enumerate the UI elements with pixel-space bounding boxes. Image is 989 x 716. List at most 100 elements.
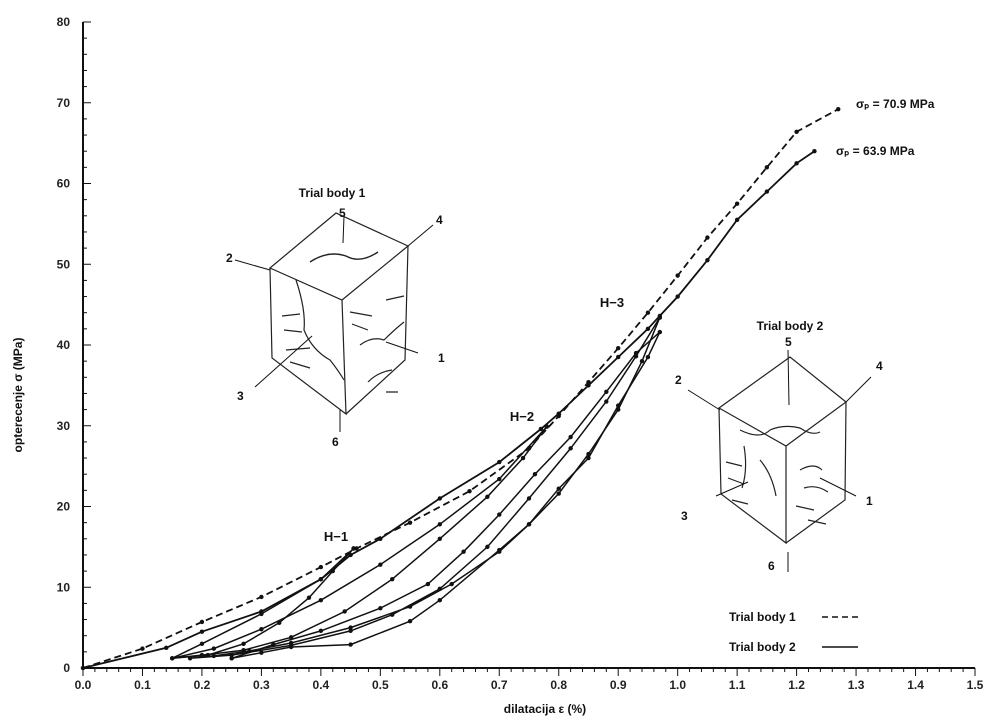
- loop-point: [645, 354, 651, 360]
- series-point-trial-1: [140, 646, 145, 651]
- x-tick-label: 0.6: [431, 678, 448, 692]
- y-tick-label: 80: [57, 15, 71, 29]
- series-point-trial-2: [378, 536, 383, 541]
- loop-point: [211, 646, 217, 651]
- series-point-trial-1: [836, 107, 841, 112]
- loop-point: [378, 562, 383, 567]
- loop-point: [318, 597, 324, 603]
- loop-point: [461, 549, 466, 554]
- series-point-trial-2: [794, 161, 799, 166]
- trial-body-1-label-5: 5: [339, 206, 346, 220]
- trial-body-2-label-4: 4: [876, 359, 883, 373]
- hysteresis-loop-h-3: [189, 317, 661, 660]
- series-point-trial-2: [259, 609, 264, 614]
- trial-body-1-label-1: 1: [438, 351, 445, 365]
- legend-label-trial-2: Trial body 2: [729, 640, 796, 654]
- loop-point: [586, 455, 591, 461]
- x-tick-label: 0.7: [491, 678, 508, 692]
- series-point-trial-2: [437, 496, 442, 501]
- loop-point: [199, 652, 205, 658]
- loop-point: [425, 581, 431, 587]
- x-tick-label: 0.1: [134, 678, 151, 692]
- series-point-trial-1: [199, 619, 205, 625]
- loop-point: [485, 494, 490, 500]
- loop-point: [170, 656, 175, 661]
- loop-point: [437, 536, 442, 541]
- y-tick-label: 0: [63, 661, 70, 675]
- loop-point: [390, 612, 395, 617]
- y-tick-label: 20: [57, 500, 71, 514]
- x-tick-label: 1.5: [967, 678, 984, 692]
- x-tick-label: 1.3: [848, 678, 865, 692]
- y-tick-label: 30: [57, 419, 71, 433]
- x-tick-label: 1.2: [788, 678, 805, 692]
- trial-body-2-title: Trial body 2: [757, 319, 824, 333]
- loop-point: [211, 653, 217, 659]
- trial-body-2-label-3: 3: [681, 509, 688, 523]
- series-point-trial-2: [164, 645, 169, 651]
- loop-point: [526, 522, 532, 527]
- hysteresis-label-h1: H−1: [324, 529, 348, 544]
- x-tick-label: 0.0: [75, 678, 92, 692]
- loop-point: [407, 604, 413, 609]
- axes: 0.0 0.1 0.2 0.3 0.4 0.5 0.6 0.7 0.8 0.9 1.0 1.1 1.2 1…: [57, 15, 984, 692]
- series-point-trial-2: [675, 294, 680, 299]
- series-point-trial-2: [764, 189, 770, 194]
- series-point-trial-1: [526, 446, 532, 451]
- loop-point: [616, 403, 621, 408]
- series-point-trial-2: [645, 326, 651, 332]
- loop-point: [407, 618, 413, 624]
- peak-label-trial-2: σₚ = 63.9 MPa: [836, 144, 915, 158]
- peak-label-trial-1: σₚ = 70.9 MPa: [856, 97, 935, 111]
- x-tick-label: 0.4: [313, 678, 330, 692]
- loop-point: [229, 656, 234, 661]
- x-tick-label: 0.3: [253, 678, 270, 692]
- trial-body-1-label-4: 4: [436, 213, 443, 227]
- loop-point: [229, 652, 234, 658]
- loop-point: [437, 522, 442, 527]
- y-tick-label: 60: [57, 177, 71, 191]
- series-point-trial-1: [467, 488, 472, 494]
- legend-label-trial-1: Trial body 1: [729, 610, 796, 624]
- series-point-trial-2: [705, 258, 710, 263]
- series-point-trial-1: [705, 235, 710, 240]
- series-point-trial-2: [318, 576, 324, 582]
- series-point-trial-2: [80, 665, 86, 671]
- y-tick-label: 40: [57, 338, 71, 352]
- loop-point: [199, 641, 205, 646]
- loop-point: [437, 586, 442, 592]
- legend: Trial body 1 Trial body 2: [729, 610, 858, 654]
- loop-point: [306, 595, 312, 600]
- trial-body-1-sketch: Trial body 1 2 5 4 1 3 6: [226, 186, 445, 449]
- loop-point: [633, 350, 639, 356]
- loop-point: [556, 491, 561, 496]
- series-point-trial-2: [812, 149, 817, 154]
- series-point-trial-1: [734, 201, 740, 206]
- loop-point: [348, 625, 353, 630]
- curves: [80, 107, 841, 671]
- series-point-trial-2: [616, 354, 621, 360]
- loop-point: [497, 476, 502, 482]
- loop-point: [449, 581, 454, 587]
- series-point-trial-2: [657, 313, 663, 319]
- series-point-trial-2: [734, 217, 740, 223]
- x-tick-label: 0.2: [194, 678, 211, 692]
- trial-body-1-label-6: 6: [332, 435, 339, 449]
- loop-point: [568, 446, 573, 451]
- x-tick-label: 1.0: [669, 678, 686, 692]
- series-point-trial-1: [675, 273, 680, 278]
- loop-point: [348, 642, 353, 647]
- trial-body-1-title: Trial body 1: [299, 186, 366, 200]
- series-point-trial-1: [764, 165, 770, 170]
- loop-point: [390, 576, 395, 582]
- loop-point: [318, 628, 324, 634]
- loop-point: [497, 512, 502, 517]
- series-point-trial-1: [407, 520, 413, 525]
- x-tick-label: 1.1: [729, 678, 746, 692]
- loop-point: [187, 656, 193, 661]
- loop-point: [526, 496, 532, 501]
- y-tick-label: 70: [57, 96, 71, 110]
- loop-point: [520, 455, 526, 461]
- loop-point: [639, 358, 645, 364]
